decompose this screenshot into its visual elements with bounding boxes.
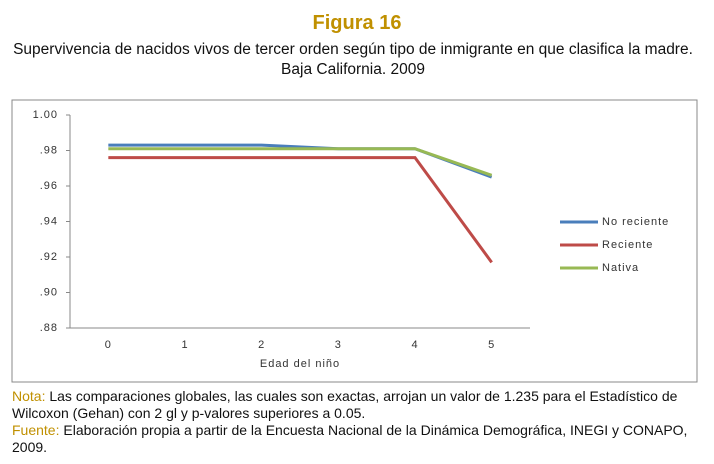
legend-label: No reciente bbox=[602, 216, 669, 228]
x-tick-label: 5 bbox=[488, 339, 495, 351]
legend-label: Reciente bbox=[602, 239, 653, 251]
notes: Nota: Las comparaciones globales, las cu… bbox=[12, 388, 692, 456]
y-tick-label: .92 bbox=[40, 251, 58, 263]
y-tick-label: .94 bbox=[40, 215, 58, 227]
x-axis-label: Edad del niño bbox=[260, 358, 340, 370]
chart-subtitle: Supervivencia de nacidos vivos de tercer… bbox=[13, 41, 693, 78]
y-tick-label: .96 bbox=[40, 180, 58, 192]
y-tick-label: .90 bbox=[40, 286, 58, 298]
series-line bbox=[108, 156, 493, 264]
note-text: Elaboración propia a partir de la Encues… bbox=[12, 422, 688, 455]
x-tick-label: 0 bbox=[105, 339, 112, 351]
chart-title: Figura 16 bbox=[312, 12, 402, 34]
y-tick-label: .88 bbox=[40, 322, 58, 334]
note-label: Fuente: bbox=[12, 422, 60, 438]
chart-frame bbox=[11, 99, 698, 383]
note-label: Nota: bbox=[12, 388, 46, 404]
x-tick-label: 2 bbox=[258, 339, 265, 351]
note: Nota: Las comparaciones globales, las cu… bbox=[12, 388, 692, 422]
x-tick-label: 4 bbox=[411, 339, 418, 351]
x-tick-label: 1 bbox=[181, 339, 188, 351]
y-tick-label: .98 bbox=[40, 144, 58, 156]
note-text: Las comparaciones globales, las cuales s… bbox=[12, 388, 678, 421]
series-line bbox=[108, 147, 493, 177]
y-tick-label: 1.00 bbox=[33, 109, 58, 121]
x-tick-label: 3 bbox=[335, 339, 342, 351]
legend-label: Nativa bbox=[602, 262, 639, 274]
note: Fuente: Elaboración propia a partir de l… bbox=[12, 422, 692, 456]
